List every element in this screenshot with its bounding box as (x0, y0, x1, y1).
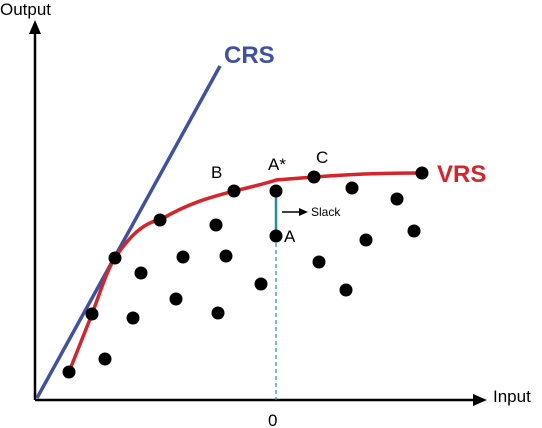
data-point (98, 352, 112, 366)
vrs-frontier-curve (67, 171, 423, 373)
data-point (134, 266, 148, 280)
data-point (153, 213, 167, 227)
point-c-dot (307, 170, 321, 184)
data-point (415, 166, 429, 180)
data-point (359, 233, 373, 247)
x-axis-arrowhead (473, 394, 487, 406)
data-point (219, 249, 233, 263)
data-point (407, 224, 421, 238)
data-point (312, 255, 326, 269)
point-b-dot (227, 184, 241, 198)
slack-label: Slack (311, 205, 341, 219)
x-tick-origin-label: 0 (268, 411, 277, 428)
crs-frontier-line (35, 65, 222, 399)
y-axis-label: Output (0, 0, 51, 19)
point-b-label: B (211, 163, 222, 182)
data-point (62, 365, 76, 379)
data-point (169, 292, 183, 306)
data-point (345, 181, 359, 195)
data-point (390, 192, 404, 206)
point-a-star-dot (269, 184, 283, 198)
vrs-label: VRS (437, 161, 486, 188)
data-point (126, 311, 140, 325)
data-point (176, 250, 190, 264)
slack-arrowhead (299, 208, 308, 216)
data-point (209, 218, 223, 232)
data-point (108, 251, 122, 265)
point-a-dot (269, 229, 283, 243)
data-point (339, 283, 353, 297)
data-point (85, 307, 99, 321)
y-axis-arrowhead (29, 20, 41, 34)
crs-label: CRS (224, 42, 275, 69)
point-c-label: C (316, 148, 328, 167)
x-axis-label: Input (493, 387, 531, 406)
data-point (254, 277, 268, 291)
point-a-star-label: A* (268, 155, 286, 174)
data-point (211, 306, 225, 320)
point-a-label: A (284, 227, 296, 246)
data-points (62, 166, 429, 379)
